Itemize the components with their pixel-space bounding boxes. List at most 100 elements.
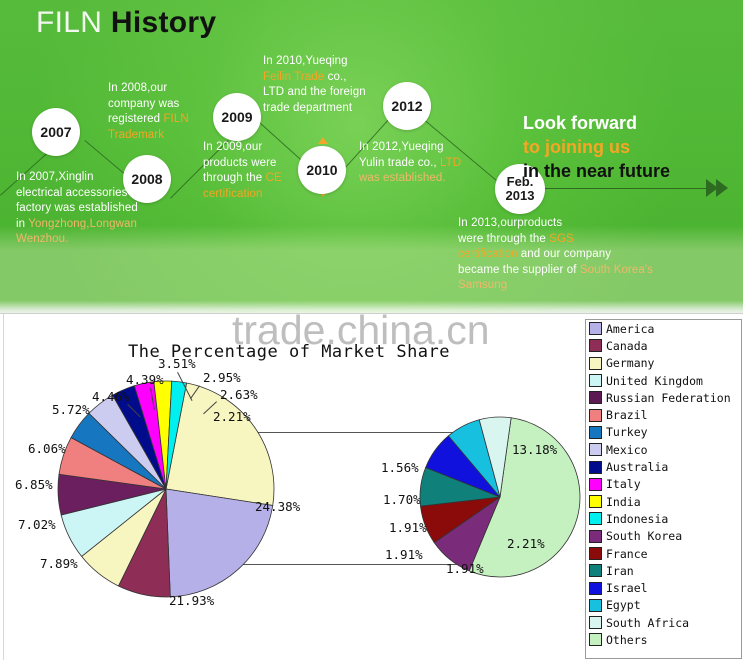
- event-2010-line2: Feilin Trade co.,: [263, 70, 347, 83]
- sub-pie-label-1-91-a: 1.91%: [446, 561, 484, 576]
- legend-item-label: Israel: [606, 581, 648, 596]
- event-2012-line1: In 2012,Yueqing: [359, 141, 444, 153]
- event-2008-line3: registered FILN: [108, 113, 189, 126]
- legend-item-indonesia[interactable]: Indonesia: [586, 510, 741, 527]
- event-2008-line4: Trademark: [108, 128, 165, 141]
- legend-item-brazil[interactable]: Brazil: [586, 406, 741, 423]
- legend-item-turkey[interactable]: Turkey: [586, 424, 741, 441]
- look-forward-line2: to joining us: [523, 136, 630, 157]
- legend-item-canada[interactable]: Canada: [586, 337, 741, 354]
- legend-swatch-icon: [589, 529, 602, 543]
- timeline-node-2007-label: 2007: [40, 124, 72, 140]
- event-2007-line3: factory was established: [16, 202, 138, 215]
- event-text-2007: In 2007,Xinglin electrical accessories f…: [16, 170, 166, 248]
- legend-item-italy[interactable]: Italy: [586, 476, 741, 493]
- pie-slice-south-africa[interactable]: [478, 416, 512, 498]
- legend-item-america[interactable]: America: [586, 320, 741, 337]
- legend-item-united-kingdom[interactable]: United Kingdom: [586, 372, 741, 389]
- legend-item-australia[interactable]: Australia: [586, 458, 741, 475]
- timeline-node-2010[interactable]: 2010: [298, 146, 346, 194]
- legend-item-iran[interactable]: Iran: [586, 562, 741, 579]
- legend-swatch-icon: [589, 598, 602, 612]
- event-2010-highlight-company: Feilin Trade: [263, 70, 325, 83]
- legend-swatch-icon: [589, 460, 602, 474]
- timeline-axis: [520, 188, 725, 189]
- event-2013-line1: In 2013,ourproducts: [458, 217, 563, 229]
- event-2010-line1: In 2010,Yueqing: [263, 55, 348, 67]
- legend-item-label: Others: [606, 632, 648, 647]
- chart-title: The Percentage of Market Share: [127, 342, 451, 362]
- pie-slice-others[interactable]: [468, 417, 581, 578]
- event-2008-line1: In 2008,our: [108, 82, 168, 94]
- pie-label-7-89: 7.89%: [40, 556, 78, 571]
- legend-item-label: Iran: [606, 563, 634, 578]
- event-text-2009: In 2009,our products were through the CE…: [203, 140, 328, 202]
- chart-left-border: [3, 314, 4, 660]
- legend-swatch-icon: [589, 547, 602, 560]
- marker-triangle-up-icon: [318, 137, 328, 144]
- legend-swatch-icon: [589, 322, 602, 336]
- legend-swatch-icon: [589, 356, 602, 370]
- timeline-node-2007[interactable]: 2007: [32, 108, 80, 156]
- event-2012-highlight-ltd: LTD: [439, 156, 462, 169]
- timeline-node-feb-2013[interactable]: Feb. 2013: [495, 164, 545, 214]
- legend-swatch-icon: [589, 408, 602, 422]
- event-2007-highlight-location: Yongzhong,Longwan: [28, 217, 137, 230]
- timeline-node-2009[interactable]: 2009: [213, 93, 261, 141]
- pie-slice-others-stub[interactable]: [165, 380, 188, 490]
- event-2007-line2: electrical accessories: [16, 186, 128, 199]
- event-2007-line5: Wenzhou.: [16, 233, 69, 246]
- timeline-node-2008[interactable]: 2008: [123, 155, 171, 203]
- legend-swatch-icon: [589, 374, 602, 388]
- legend-swatch-icon: [589, 391, 602, 405]
- legend-swatch-icon: [589, 339, 602, 353]
- legend-item-germany[interactable]: Germany: [586, 355, 741, 372]
- legend-item-label: Mexico: [606, 442, 648, 457]
- legend-item-label: Egypt: [606, 598, 641, 613]
- legend-item-others[interactable]: Others: [586, 631, 741, 648]
- event-2013-highlight-sgs: SGS: [549, 232, 574, 245]
- legend-swatch-icon: [589, 616, 602, 630]
- brand-name: FILN: [36, 6, 103, 39]
- look-forward-block: Look forward to joining us in the near f…: [523, 112, 703, 183]
- legend-swatch-icon: [589, 564, 602, 578]
- legend-item-israel[interactable]: Israel: [586, 579, 741, 596]
- secondary-pie-chart[interactable]: [412, 409, 592, 589]
- legend-item-egypt[interactable]: Egypt: [586, 597, 741, 614]
- legend-swatch-icon: [589, 581, 602, 595]
- pie-slice-canada[interactable]: [165, 488, 274, 598]
- pie-slice-america[interactable]: [165, 382, 275, 506]
- event-2012-line2: Yulin trade co., LTD: [359, 156, 462, 169]
- legend-item-mexico[interactable]: Mexico: [586, 441, 741, 458]
- legend-item-india[interactable]: India: [586, 493, 741, 510]
- pie-label-6-06: 6.06%: [28, 441, 66, 456]
- pie-label-2-95: 2.95%: [203, 370, 241, 385]
- legend-item-south-africa[interactable]: South Africa: [586, 614, 741, 631]
- event-2013-line2: were through the SGS: [458, 232, 574, 245]
- chart-legend[interactable]: America Canada Germany United Kingdom Russia…: [585, 319, 742, 659]
- event-2008-line2: company was: [108, 97, 180, 110]
- event-text-2012: In 2012,Yueqing Yulin trade co., LTD was…: [359, 140, 494, 187]
- legend-swatch-icon: [589, 633, 602, 647]
- legend-item-france[interactable]: France: [586, 545, 741, 562]
- event-2010-line4: trade department: [263, 101, 353, 114]
- legend-item-russian-federation[interactable]: Russian Federation: [586, 389, 741, 406]
- legend-item-south-korea[interactable]: South Korea: [586, 528, 741, 545]
- event-2009-line4: certification: [203, 187, 263, 200]
- event-2013-highlight-cert: certification: [458, 248, 518, 261]
- timeline-node-2012[interactable]: 2012: [383, 82, 431, 130]
- pie-label-2-21-main: 2.21%: [213, 409, 251, 424]
- sub-pie-label-2-21: 2.21%: [507, 536, 545, 551]
- sub-pie-label-1-91-b: 1.91%: [385, 547, 423, 562]
- legend-item-label: France: [606, 546, 648, 561]
- legend-item-label: Australia: [606, 460, 669, 475]
- legend-item-label: Brazil: [606, 408, 648, 423]
- timeline-node-2013-label-line2: 2013: [505, 188, 535, 203]
- legend-item-label: America: [606, 321, 655, 336]
- pie-label-24-38: 24.38%: [255, 499, 301, 514]
- legend-item-label: South Africa: [606, 615, 690, 630]
- legend-swatch-icon: [589, 512, 602, 526]
- main-pie-chart[interactable]: [38, 374, 298, 604]
- legend-item-label: India: [606, 494, 641, 509]
